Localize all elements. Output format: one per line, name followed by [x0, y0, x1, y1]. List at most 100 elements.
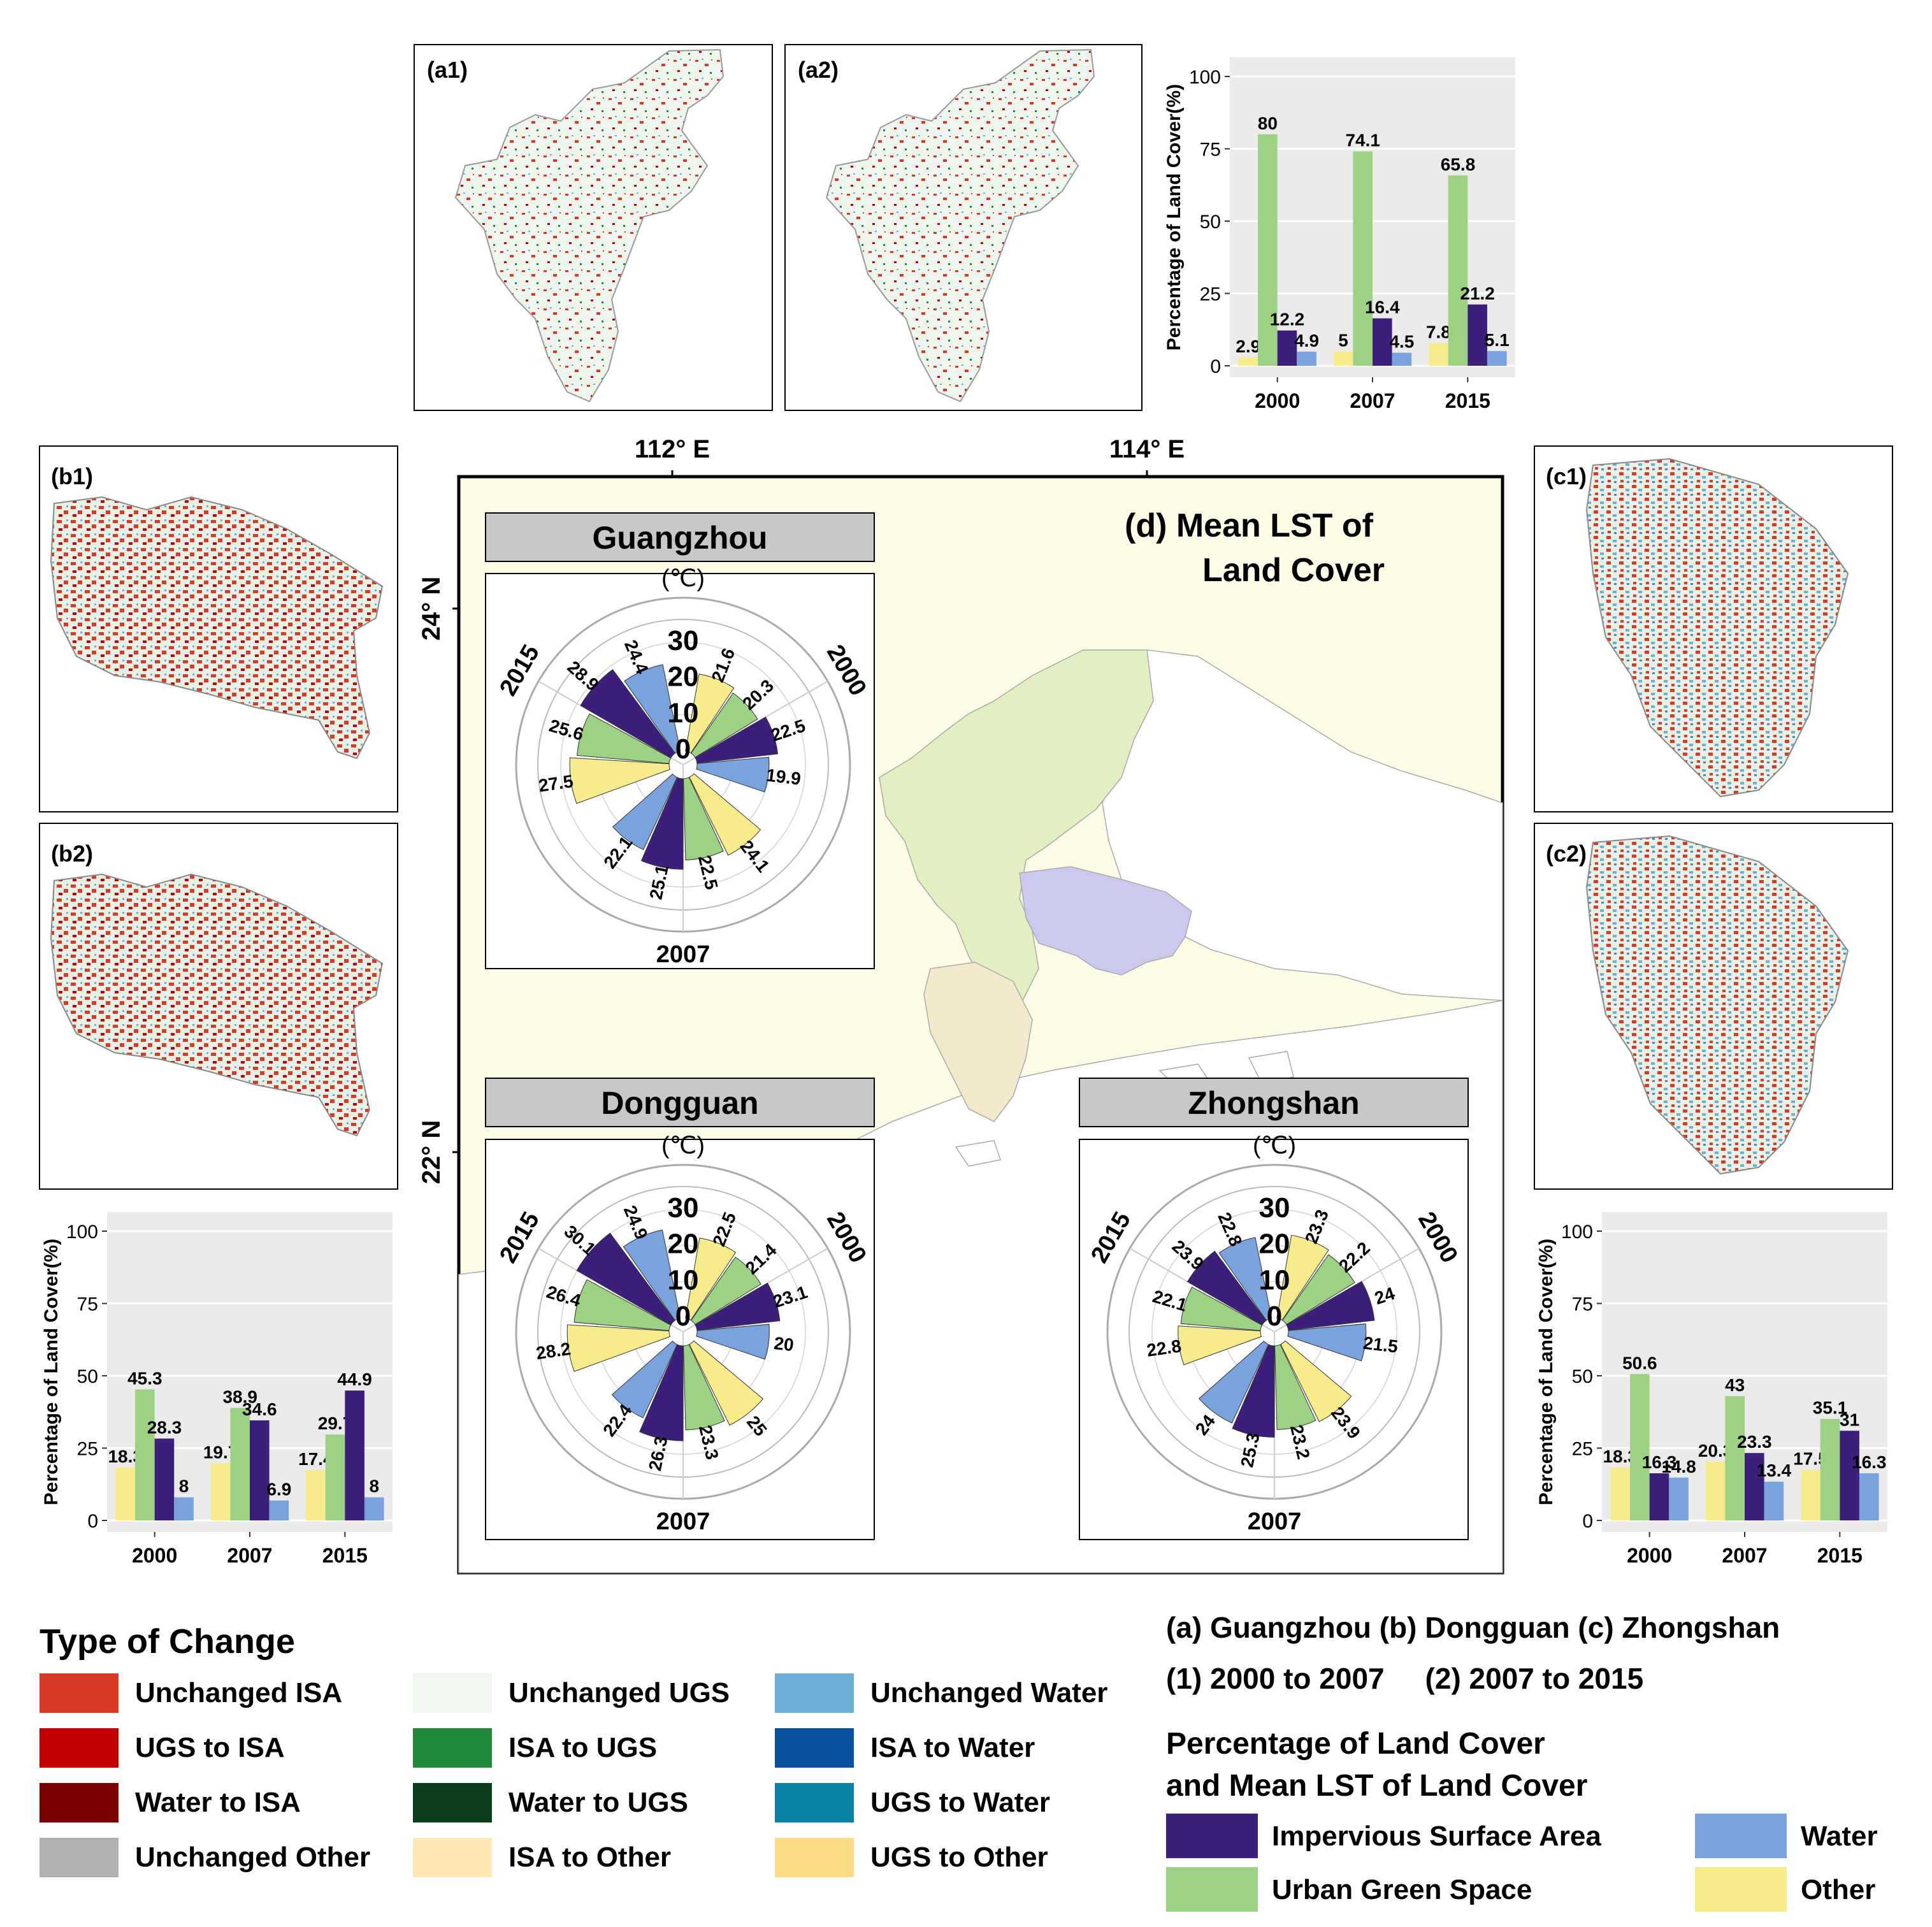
rose-wedge	[1287, 1323, 1367, 1362]
rose-wedge	[1178, 1325, 1262, 1366]
rose-wedge	[1280, 1340, 1352, 1422]
year-label-2007: 2007	[1248, 1508, 1302, 1535]
y-tick-label: 100	[1561, 1222, 1593, 1243]
legend-swatch	[40, 1783, 119, 1822]
zhongshan-lst-chart: Zhongshan23.322.22421.523.923.225.32422.…	[1079, 1078, 1469, 1540]
map-c2-label: (c2)	[1546, 841, 1587, 867]
bar-value-label: 74.1	[1345, 131, 1380, 150]
bar	[1764, 1482, 1784, 1520]
legend-label: Water to UGS	[508, 1787, 688, 1818]
rose-wedge	[685, 674, 735, 754]
y-tick-label: 50	[1572, 1366, 1593, 1387]
radial-tick-label: 20	[668, 1229, 699, 1260]
bar-value-label: 12.2	[1270, 310, 1305, 329]
legend-swatch	[775, 1728, 854, 1768]
bar	[1487, 350, 1507, 366]
bar-value-label: 65.8	[1441, 154, 1476, 174]
bar	[1333, 351, 1353, 366]
bar	[1820, 1418, 1840, 1520]
main-map-dongguan-region	[1019, 866, 1192, 976]
x-tick-label: 2015	[322, 1544, 368, 1567]
legend-swatch	[413, 1838, 492, 1877]
y-tick-label: 25	[1200, 284, 1221, 305]
bar-value-label: 34.6	[242, 1399, 277, 1419]
legend-swatch	[40, 1673, 119, 1713]
y-tick-label: 0	[1210, 356, 1221, 377]
bar-value-label: 31	[1840, 1410, 1859, 1429]
rose-wedge	[695, 716, 779, 764]
legend-label: UGS to Water	[870, 1787, 1050, 1818]
legend-label: Unchanged Other	[135, 1842, 370, 1873]
rose-wedge	[639, 1344, 684, 1441]
rose-wedge	[1286, 1281, 1375, 1331]
guangzhou-lst-chart: Guangzhou21.620.322.519.924.122.525.122.…	[485, 512, 875, 969]
map-a1: (a1)	[414, 44, 773, 411]
legend-label: Impervious Surface Area	[1272, 1821, 1601, 1852]
rose-wedge	[695, 1282, 781, 1331]
panel-notes: (a) Guangzhou (b) Dongguan (c) Zhongshan…	[1166, 1611, 1780, 1695]
bar-value-label: 45.3	[127, 1368, 162, 1388]
rose-wedge	[696, 1324, 770, 1360]
bar	[154, 1438, 175, 1520]
bar	[1429, 343, 1448, 366]
notes-line1: (a) Guangzhou (b) Dongguan (c) Zhongshan	[1166, 1611, 1780, 1644]
x-tick-label: 2015	[1445, 389, 1490, 412]
legend-label: Unchanged Water	[870, 1677, 1107, 1708]
bar	[230, 1408, 250, 1520]
legend-label: UGS to Other	[870, 1842, 1048, 1873]
legend-swatch	[40, 1838, 119, 1877]
rose-wedge	[683, 777, 724, 860]
radial-tick-label: 10	[668, 1264, 699, 1295]
chart-title: Guangzhou	[593, 520, 768, 556]
legend-swatch	[413, 1728, 492, 1768]
rose-wedge	[690, 693, 758, 758]
main-map-title-line2: Land Cover	[1202, 552, 1385, 589]
guangzhou-percentage-chart: 0 25 50 75 100 2000 2.9 80 12.2 4.9 2007 5 74.1 16.4 4…	[1164, 57, 1515, 412]
y-tick-label: 0	[1582, 1511, 1593, 1532]
bar-value-label: 14.8	[1661, 1457, 1696, 1476]
map-b2: (b2)	[39, 823, 398, 1190]
main-map-zhongshan-region	[923, 962, 1033, 1122]
notes-line2: (1) 2000 to 2007 (2) 2007 to 2015	[1166, 1662, 1643, 1695]
bar	[364, 1497, 384, 1520]
bar-value-label: 4.5	[1389, 332, 1414, 352]
map-c1: (c1)	[1534, 445, 1893, 812]
bar	[1705, 1461, 1726, 1520]
bar-value-label: 4.9	[1294, 331, 1319, 350]
bar-value-label: 28.3	[147, 1418, 182, 1438]
bar	[174, 1497, 194, 1520]
bar	[1859, 1473, 1879, 1520]
y-tick-label: 75	[77, 1294, 98, 1315]
legend-swatch	[413, 1673, 492, 1713]
bar	[1801, 1469, 1820, 1520]
legend-swatch	[413, 1783, 492, 1822]
bar	[1649, 1473, 1669, 1520]
bar-value-label: 50.6	[1622, 1353, 1657, 1373]
rose-wedge	[690, 1256, 761, 1325]
legend-swatch	[775, 1673, 854, 1713]
bar-value-label: 44.9	[337, 1369, 372, 1389]
rose-wedge	[685, 1238, 737, 1321]
bar-value-label: 7.8	[1426, 322, 1451, 342]
bar	[306, 1470, 326, 1520]
x-tick-label: 2000	[132, 1544, 177, 1567]
unit-label: (℃)	[661, 1132, 705, 1159]
y-tick-label: 25	[1572, 1439, 1593, 1460]
dongguan-percentage-chart: 0255075100200018.345.328.38200719.738.93…	[41, 1212, 393, 1567]
map-c2: (c2)	[1534, 823, 1893, 1190]
bar	[250, 1420, 270, 1520]
rose-wedge	[1274, 1344, 1316, 1430]
y-axis-label: Percentage of Land Cover(%)	[1536, 1239, 1557, 1505]
dongguan-lst-chart: Dongguan22.521.423.1202523.326.322.428.2…	[485, 1078, 875, 1540]
legend-swatch	[1166, 1867, 1258, 1912]
legend-swatch	[1166, 1814, 1258, 1858]
zhongshan-shape-c2	[1585, 835, 1849, 1175]
map-b1-label: (b1)	[51, 463, 93, 489]
bar-value-label: 16.4	[1365, 298, 1400, 317]
dongguan-shape-b1	[50, 496, 384, 760]
bar-value-label: 21.2	[1460, 284, 1495, 303]
legend-swatch	[775, 1838, 854, 1877]
x-tick-label: 2007	[1350, 389, 1395, 412]
lat-label-24: 24° N	[417, 577, 445, 641]
map-b2-label: (b2)	[51, 841, 93, 867]
